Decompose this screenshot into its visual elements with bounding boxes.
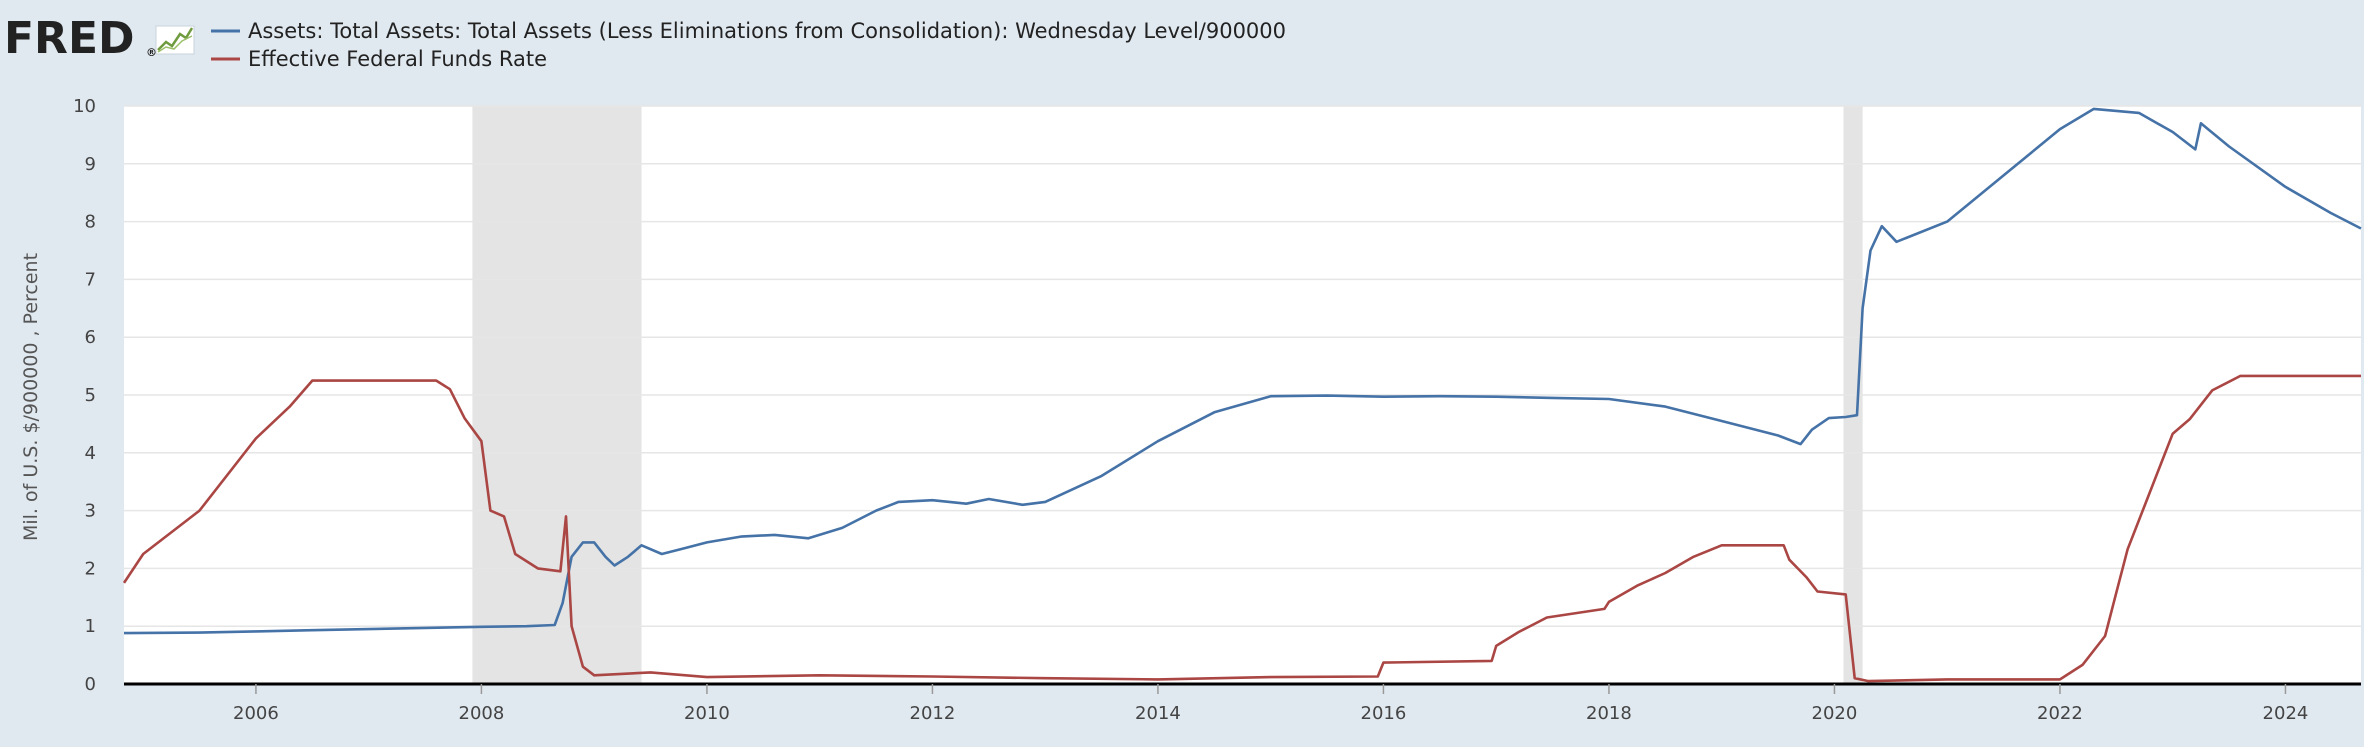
chart-legend: Assets: Total Assets: Total Assets (Less… [211, 19, 1286, 71]
x-tick-label-2010: 2010 [684, 703, 730, 724]
line-chart-icon [155, 25, 195, 55]
y-tick-label-6: 6 [85, 327, 96, 348]
x-tick-label-2020: 2020 [1812, 703, 1858, 724]
y-tick-label-0: 0 [85, 674, 96, 695]
series-lines [122, 107, 2362, 683]
series-line-1[interactable] [122, 374, 2361, 683]
x-tick-label-2006: 2006 [233, 703, 279, 724]
x-tick-label-2008: 2008 [459, 703, 505, 724]
x-tick-label-2018: 2018 [1586, 703, 1632, 724]
y-tick-label-4: 4 [85, 443, 96, 464]
y-tick-label-9: 9 [85, 154, 96, 175]
y-tick-label-1: 1 [85, 616, 96, 637]
x-tick-label-2014: 2014 [1135, 703, 1181, 724]
fred-logo-text: FRED [4, 13, 135, 64]
legend-label-0[interactable]: Assets: Total Assets: Total Assets (Less… [248, 19, 1286, 43]
x-tick-label-2022: 2022 [2037, 703, 2083, 724]
x-axis-ticks: 2006 2008 2010 2012 2014 2016 2018 2020 2022 2024 [233, 684, 2308, 724]
series-line-0[interactable] [123, 107, 2362, 635]
x-tick-label-2012: 2012 [910, 703, 956, 724]
y-tick-label-2: 2 [85, 558, 96, 579]
y-tick-label-7: 7 [85, 269, 96, 290]
x-tick-label-2016: 2016 [1361, 703, 1407, 724]
gridlines [124, 105, 2361, 627]
y-tick-label-3: 3 [85, 501, 96, 522]
y-axis-ticks: 0 1 2 3 4 5 6 7 8 9 10 [73, 96, 96, 695]
trademark-symbol: ® [146, 46, 157, 59]
y-axis-label: Mil. of U.S. $/900000 , Percent [20, 253, 42, 541]
y-tick-label-5: 5 [85, 385, 96, 406]
y-tick-label-8: 8 [85, 212, 96, 233]
x-tick-label-2024: 2024 [2263, 703, 2309, 724]
legend-label-1[interactable]: Effective Federal Funds Rate [248, 47, 547, 71]
y-tick-label-10: 10 [73, 96, 96, 117]
fred-logo[interactable]: FRED ® [4, 13, 195, 64]
